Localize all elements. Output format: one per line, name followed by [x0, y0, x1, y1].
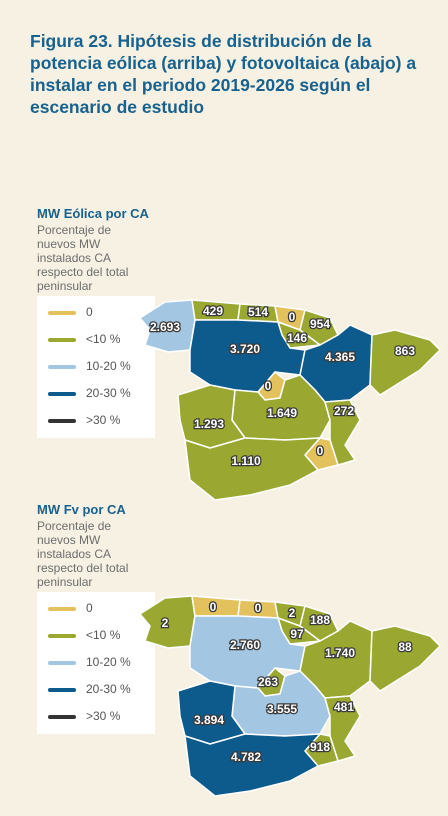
legend-label: 0 — [86, 305, 93, 319]
region-label: 0 — [289, 310, 296, 324]
region-label: 863 — [395, 344, 415, 358]
region — [324, 399, 361, 466]
region-label: 0 — [317, 444, 324, 458]
region-label: 97 — [290, 627, 304, 641]
region — [184, 733, 321, 797]
region-label: 0 — [210, 600, 217, 614]
map-subtitle: Porcentaje de nuevos MW instalados CA respe… — [37, 223, 128, 293]
legend-label: 10-20 % — [86, 655, 131, 669]
region-label: 188 — [310, 613, 330, 627]
region-label: 0 — [255, 601, 262, 615]
region-label: 2 — [162, 616, 169, 630]
region-label: 4.365 — [325, 350, 355, 364]
region-label: 4.782 — [231, 750, 261, 764]
legend-label: 20-30 % — [86, 386, 131, 400]
region-label: 514 — [248, 305, 268, 319]
legend-label: <10 % — [86, 332, 121, 346]
region-label: 1.649 — [267, 406, 297, 420]
region-label: 3.720 — [230, 342, 260, 356]
map-subtitle: Porcentaje de nuevos MW instalados CA respe… — [37, 519, 128, 589]
legend-label: <10 % — [86, 628, 121, 642]
region-label: 88 — [398, 640, 412, 654]
region — [189, 319, 306, 393]
region — [369, 625, 441, 692]
region-label: 2.693 — [150, 320, 180, 334]
region-label: 918 — [310, 740, 330, 754]
map-heading: MW Fv por CA — [37, 502, 126, 517]
legend-label: 10-20 % — [86, 359, 131, 373]
region-label: 1.110 — [231, 454, 261, 468]
region-label: 429 — [203, 304, 223, 318]
region-label: 481 — [334, 700, 354, 714]
legend-label: >30 % — [86, 413, 121, 427]
region-label: 3.555 — [267, 702, 297, 716]
legend-label: 0 — [86, 601, 93, 615]
region-label: 272 — [334, 404, 354, 418]
map-heading: MW Eólica por CA — [37, 206, 150, 221]
region-label: 1.740 — [325, 646, 355, 660]
region-label: 2.760 — [230, 638, 260, 652]
legend-label: >30 % — [86, 709, 121, 723]
region — [184, 437, 321, 501]
figure-title: Figura 23. Hipótesis de distribución de … — [30, 31, 417, 117]
legend-label: 20-30 % — [86, 682, 131, 696]
region — [324, 695, 361, 762]
region — [189, 615, 306, 689]
region-label: 0 — [265, 379, 272, 393]
region-label: 146 — [287, 331, 307, 345]
region-label: 1.293 — [194, 417, 224, 431]
map: 2 0 0 2 188 97 2.760 1.740 88 263 3.555 481 918 3.894… — [139, 595, 441, 797]
region-label: 2 — [289, 606, 296, 620]
region-label: 263 — [258, 675, 278, 689]
region-label: 954 — [310, 317, 330, 331]
region — [369, 329, 441, 396]
region-label: 3.894 — [194, 713, 224, 727]
